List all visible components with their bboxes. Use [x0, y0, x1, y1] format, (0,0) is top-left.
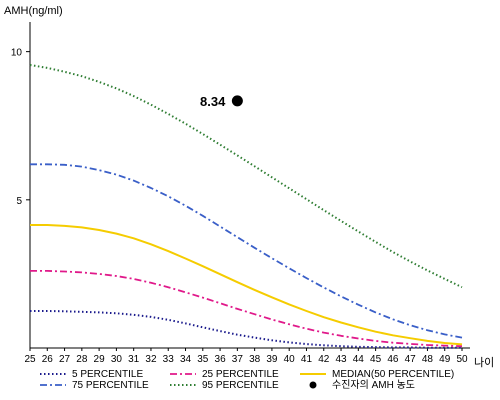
- legend-label: 75 PERCENTILE: [72, 380, 149, 391]
- legend-label: 25 PERCENTILE: [202, 369, 279, 380]
- x-tick-label: 30: [111, 354, 123, 365]
- legend-label: MEDIAN(50 PERCENTILE): [332, 369, 454, 380]
- legend: 5 PERCENTILE 25 PERCENTILE MEDIAN(50 PERCE…: [40, 369, 454, 391]
- series-line: [30, 269, 463, 348]
- series-line: [30, 224, 463, 346]
- x-tick-label: 40: [284, 354, 296, 365]
- highlight-points: 8.34: [200, 94, 243, 109]
- x-tick-label: 34: [180, 354, 192, 365]
- y-axis-title: AMH(ng/ml): [4, 5, 63, 17]
- x-tick-label: 48: [422, 354, 434, 365]
- x-tick-label: 39: [266, 354, 278, 365]
- x-tick-label: 45: [370, 354, 382, 365]
- legend-point-marker: [309, 381, 317, 389]
- x-tick-label: 46: [387, 354, 399, 365]
- legend-label: 5 PERCENTILE: [72, 369, 143, 380]
- x-tick-label: 31: [128, 354, 140, 365]
- legend-label: 수진자의 AMH 농도: [332, 379, 415, 391]
- x-tick-label: 32: [145, 354, 157, 365]
- legend-label: 95 PERCENTILE: [202, 380, 279, 391]
- x-tick-label: 50: [456, 354, 468, 365]
- x-tick-label: 44: [353, 354, 365, 365]
- x-tick-label: 35: [197, 354, 209, 365]
- y-tick-label: 10: [11, 48, 23, 59]
- y-ticks: 5 10: [11, 48, 30, 207]
- x-tick-label: 49: [439, 354, 451, 365]
- y-tick-label: 5: [16, 196, 22, 207]
- x-tick-label: 47: [405, 354, 417, 365]
- x-tick-label: 37: [232, 354, 244, 365]
- x-tick-label: 28: [76, 354, 88, 365]
- x-tick-label: 38: [249, 354, 261, 365]
- axes: AMH(ng/ml) 나이: [4, 5, 494, 369]
- series-lines: [29, 64, 463, 349]
- x-tick-label: 41: [301, 354, 313, 365]
- x-tick-label: 36: [215, 354, 227, 365]
- x-tick-label: 25: [24, 354, 36, 365]
- x-tick-label: 26: [42, 354, 54, 365]
- x-ticks: 25 26 27 28 29 30 31 32 33 34 35 36 37 38 39 40 41 42 43 44…: [24, 348, 468, 365]
- x-axis-title: 나이: [474, 356, 494, 369]
- x-tick-label: 43: [335, 354, 347, 365]
- x-tick-label: 29: [94, 354, 106, 365]
- highlight-point: [231, 95, 243, 107]
- series-line: [30, 310, 462, 349]
- x-tick-label: 42: [318, 354, 330, 365]
- x-tick-label: 27: [59, 354, 71, 365]
- x-tick-label: 33: [163, 354, 175, 365]
- series-line: [29, 64, 463, 289]
- highlight-point-label: 8.34: [200, 94, 226, 109]
